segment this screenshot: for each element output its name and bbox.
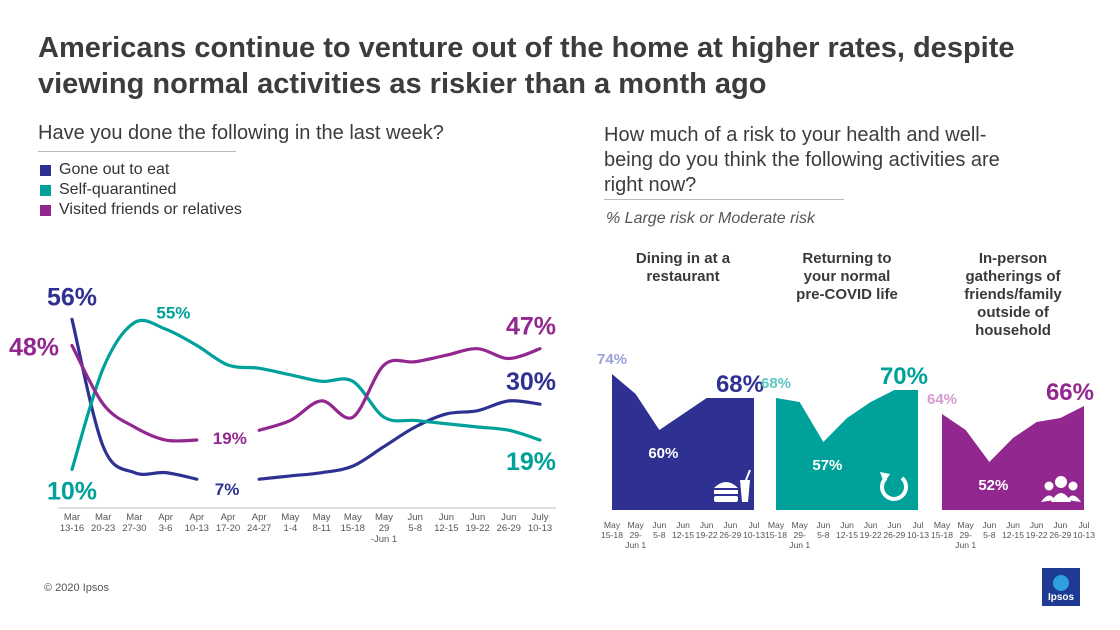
panel-label-1: 57%	[812, 457, 842, 474]
panel-tick-label: May 29-Jun 1	[789, 520, 810, 550]
legend-item-eat: Gone out to eat	[40, 160, 242, 180]
x-tick-label: Jun 12-15	[434, 512, 458, 534]
x-tick-label: May 8-11	[312, 512, 330, 534]
x-tick-label: Jun 19-22	[465, 512, 489, 534]
panel-tick-label: Jun 12-15	[1002, 520, 1024, 540]
data-label-eat: 30%	[506, 368, 556, 396]
legend: Gone out to eat Self-quarantined Visited…	[40, 160, 242, 220]
series-line-quarantine-0	[70, 318, 542, 471]
legend-label-eat: Gone out to eat	[59, 161, 170, 178]
panel-tick-label: Jun 19-22	[696, 520, 718, 540]
logo-mark	[1053, 575, 1069, 591]
data-label-quarantine: 19%	[506, 448, 556, 476]
ipsos-logo: Ipsos	[1042, 568, 1080, 606]
x-tick-label: May 15-18	[341, 512, 365, 534]
panel-label-0: 60%	[648, 445, 678, 462]
panel-label-1: 68%	[761, 375, 791, 392]
x-tick-label: Jun 5-8	[408, 512, 423, 534]
right-note: % Large risk or Moderate risk	[606, 210, 815, 227]
panel-tick-label: May 15-18	[931, 520, 953, 540]
x-tick-label: Apr 3-6	[158, 512, 173, 534]
right-divider	[604, 199, 844, 200]
x-tick-label: Apr 10-13	[185, 512, 209, 534]
area-quarantine	[776, 390, 918, 510]
data-label-visit: 48%	[9, 333, 59, 361]
panel-tick-label: May 15-18	[601, 520, 623, 540]
series-line-eat-1	[257, 399, 542, 481]
panel-title-2: In-person gatherings of friends/family outs…	[964, 250, 1062, 339]
panel-title-0: Dining in at a restaurant	[636, 250, 731, 285]
panel-label-2: 52%	[978, 477, 1008, 494]
panel-label-2: 64%	[927, 391, 957, 408]
panel-tick-label: Jun 5-8	[652, 520, 666, 540]
data-label-visit: 19%	[213, 429, 247, 448]
left-divider	[38, 151, 236, 152]
panel-tick-label: Jun 26-29	[883, 520, 905, 540]
area-eat	[612, 374, 754, 510]
panel-tick-label: Jun 12-15	[672, 520, 694, 540]
x-tick-label: May 29 -Jun 1	[371, 512, 397, 545]
legend-label-visit: Visited friends or relatives	[59, 201, 242, 218]
panel-tick-label: Jun 19-22	[1026, 520, 1048, 540]
x-tick-label: Mar 27-30	[122, 512, 146, 534]
legend-swatch-eat	[40, 164, 51, 176]
panel-tick-label: Jul 10-13	[907, 520, 929, 540]
x-tick-label: Mar 13-16	[60, 512, 84, 534]
group-icon	[1041, 476, 1081, 502]
panel-tick-label: Jun 26-29	[719, 520, 741, 540]
panel-label-1: 70%	[880, 363, 928, 390]
line-chart: Mar 13-16 Mar 20-23 Mar 27-30 Apr 3-6 Apr 10-13 Ap…	[9, 283, 556, 545]
data-label-eat: 7%	[215, 480, 240, 499]
panel-tick-label: Jul 10-13	[1073, 520, 1095, 540]
refresh-icon	[880, 472, 908, 501]
data-label-visit: 47%	[506, 313, 556, 341]
x-tick-label: Apr 24-27	[247, 512, 271, 534]
panel-tick-label: Jun 19-22	[860, 520, 882, 540]
panel-tick-label: May 29-Jun 1	[625, 520, 646, 550]
right-question: How much of a risk to your health and we…	[604, 124, 1000, 196]
panel-tick-label: May 15-18	[765, 520, 787, 540]
panel-tick-label: Jun 5-8	[982, 520, 996, 540]
legend-item-visit: Visited friends or relatives	[40, 200, 242, 220]
fast-food-icon	[714, 469, 751, 502]
panel-title-1: Returning to your normal pre-COVID life	[796, 250, 898, 303]
x-tick-label: Mar 20-23	[91, 512, 115, 534]
x-tick-label: May 1-4	[281, 512, 299, 534]
panel-tick-label: Jun 12-15	[836, 520, 858, 540]
data-label-quarantine: 10%	[47, 477, 97, 505]
panel-label-0: 68%	[716, 371, 764, 398]
data-label-quarantine: 55%	[156, 304, 190, 323]
page-title: Americans continue to venture out of the…	[38, 32, 1015, 100]
panel-label-0: 74%	[597, 351, 627, 368]
series-line-visit-0	[70, 343, 199, 443]
left-question: Have you done the following in the last …	[38, 122, 444, 144]
legend-swatch-visit	[40, 204, 51, 216]
series-line-eat-0	[70, 317, 199, 481]
panel-label-2: 66%	[1046, 379, 1094, 406]
panel-tick-label: Jun 26-29	[1049, 520, 1071, 540]
data-label-eat: 56%	[47, 283, 97, 311]
panel-tick-label: Jul 10-13	[743, 520, 765, 540]
copyright: © 2020 Ipsos	[44, 582, 109, 594]
series-line-visit-1	[257, 347, 542, 432]
legend-item-quarantine: Self-quarantined	[40, 180, 242, 200]
panel-tick-label: May 29-Jun 1	[955, 520, 976, 550]
legend-label-quarantine: Self-quarantined	[59, 181, 177, 198]
x-tick-label: Jun 26-29	[497, 512, 521, 534]
panel-tick-label: Jun 5-8	[816, 520, 830, 540]
area-charts: Dining in at a restaurant 74% 60% 68% May 15-1…	[597, 250, 1095, 550]
x-tick-label: July 10-13	[528, 512, 552, 534]
logo-text: Ipsos	[1047, 592, 1075, 603]
x-tick-label: Apr 17-20	[216, 512, 240, 534]
legend-swatch-quarantine	[40, 184, 51, 196]
